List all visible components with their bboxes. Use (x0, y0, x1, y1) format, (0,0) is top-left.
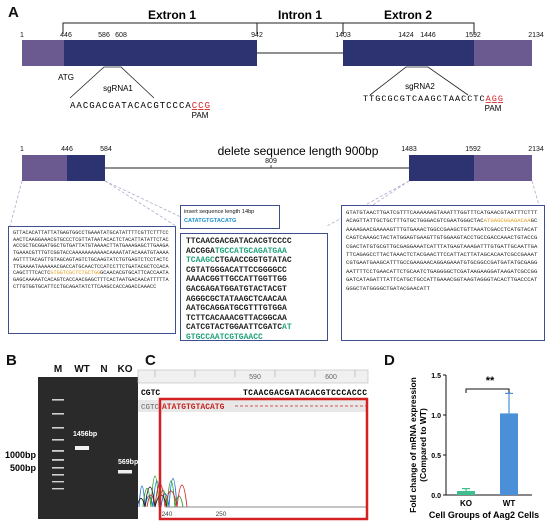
ref-prefix: CGTC (141, 389, 160, 398)
pos-240: 240 (162, 511, 173, 518)
sgrna1-pam-seq: CCG (192, 101, 210, 111)
deletion-map: delete sequence length 900bp 1 446 584 8… (9, 144, 546, 227)
y-tick-label: 1.0 (431, 413, 441, 420)
ko-band (118, 470, 132, 474)
sequence-box-middle: TTCAACGACGATACACGTCCCC ACCGGATGCCATGCAGA… (180, 233, 328, 342)
del-tick-1: 1 (20, 146, 24, 153)
tick-1592: 1592 (465, 32, 481, 39)
panel-a-label: A (8, 4, 19, 21)
del-cds-right (409, 155, 474, 181)
exon2-label: Extron 2 (384, 8, 432, 22)
pos-600: 600 (325, 374, 337, 381)
exon1-bracket (62, 22, 258, 34)
panel-c-label: C (145, 352, 156, 369)
gel-image: M WT N KO 1456bp 569bp 1000bp 500bp (5, 364, 138, 519)
guide-6 (531, 180, 546, 227)
sgrna2-callout (369, 66, 469, 96)
band-569: 569bp (118, 459, 138, 466)
lane-wt: WT (74, 364, 90, 375)
sgrna2-label: sgRNA2 (405, 82, 435, 91)
sgrna1-seq: AACGACGATACACGTCCCACCG (70, 101, 210, 111)
utr-right (474, 40, 532, 66)
left-orange-seq: GTGGTCGCTCTGCTGG (50, 270, 101, 277)
sequence-box-left: GTTACACATTATTATGAGTGGCCTGAAATATGCATATTTT… (8, 226, 176, 334)
del-tick-584: 584 (100, 146, 112, 153)
sgrna2-seq: TTGCGCGTCAAGCTAACCTCAGG (363, 94, 503, 104)
panel-b-label: B (6, 352, 17, 369)
sgrna1-label: sgRNA1 (103, 84, 133, 93)
pos-590: 590 (249, 374, 261, 381)
del-utr-right (474, 155, 532, 181)
utr-left (22, 40, 64, 66)
sgrna1-pam-label: PAM (192, 111, 209, 120)
insert-box: insert sequence length 14bp CATATGTGTACA… (180, 205, 280, 229)
tick-608: 608 (115, 32, 127, 39)
marker-1000: 1000bp (5, 450, 37, 460)
tick-586: 586 (98, 32, 110, 39)
chart-ylabel-line2: (Compared to WT) (418, 408, 428, 482)
bar-ko (457, 491, 475, 495)
cds-exon1 (64, 40, 257, 66)
guide-4 (326, 180, 410, 227)
exon1-label: Extron 1 (148, 8, 196, 22)
exon2-bracket (342, 22, 475, 34)
lane-m: M (54, 364, 62, 375)
chromatogram: 590 600 CGTC TCAACGACGATACACGTCCCACCC CG… (136, 369, 369, 521)
del-cds-left (67, 155, 105, 181)
guide-1 (9, 180, 23, 227)
right-orange-seq: ATGAGCGGAGACAA (483, 217, 531, 225)
y-tick-label: 0.5 (431, 453, 441, 460)
gene-structure-diagram: Extron 1 Intron 1 Extron 2 1 446 586 608… (20, 8, 544, 120)
ko-prefix: CGTC (141, 404, 160, 412)
intron1-label: Intron 1 (278, 8, 322, 22)
del-utr-left (22, 155, 67, 181)
tick-1: 1 (20, 32, 24, 39)
marker-500: 500bp (10, 463, 37, 473)
sgrna2-pam-seq: AGG (486, 94, 503, 104)
deletion-label: delete sequence length 900bp (218, 144, 379, 158)
sgrna1-callout (69, 66, 155, 99)
panel-d-label: D (384, 352, 395, 369)
del-tick-1483: 1483 (401, 146, 417, 153)
significance-label: ** (486, 375, 495, 387)
cds-exon2 (343, 40, 474, 66)
y-tick-label: 0.0 (431, 493, 441, 500)
ref-seq: TCAACGACGATACACGTCCCACCC (243, 389, 367, 398)
tick-1403: 1403 (335, 32, 351, 39)
sequence-box-right: GTATGTAACTTGATCGTTTCAAAAAAGTAAATTTGGTTTC… (341, 205, 545, 341)
expression-bar-chart: 0.0 0.5 1.0 1.5 KO WT Fold change of mRNA exp… (408, 373, 539, 520)
tick-942: 942 (251, 32, 263, 39)
x-tick-label-ko: KO (460, 499, 472, 508)
bar-wt (500, 413, 518, 495)
atg-label: ATG (58, 73, 74, 82)
ko-insert: ATATGTGTACATG (162, 403, 225, 412)
insert-seq: CATATGTGTACATG (184, 218, 237, 224)
x-tick-label-wt: WT (503, 499, 516, 508)
lane-n: N (100, 364, 107, 375)
wt-band (75, 446, 89, 450)
y-tick-label: 1.5 (431, 373, 441, 380)
tick-446: 446 (60, 32, 72, 39)
lane-ko: KO (118, 364, 133, 375)
tick-2134: 2134 (528, 32, 544, 39)
del-tick-1592: 1592 (465, 146, 481, 153)
del-tick-2134: 2134 (528, 146, 544, 153)
pos-250: 250 (216, 511, 227, 518)
chart-xlabel: Cell Groups of Aag2 Cells (429, 510, 539, 520)
del-tick-809: 809 (265, 158, 277, 165)
guide-2 (104, 180, 177, 227)
sgrna2-pam-label: PAM (485, 104, 502, 113)
significance-bracket (465, 388, 510, 393)
chart-ylabel-line1: Fold change of mRNA expression (408, 377, 418, 513)
guide-3 (104, 180, 184, 219)
band-1456: 1456bp (73, 431, 97, 438)
insert-label: insert sequence length 14bp (184, 209, 255, 215)
highlight-box (158, 397, 369, 521)
del-tick-446: 446 (61, 146, 73, 153)
tick-1446: 1446 (420, 32, 436, 39)
tick-1424: 1424 (398, 32, 414, 39)
